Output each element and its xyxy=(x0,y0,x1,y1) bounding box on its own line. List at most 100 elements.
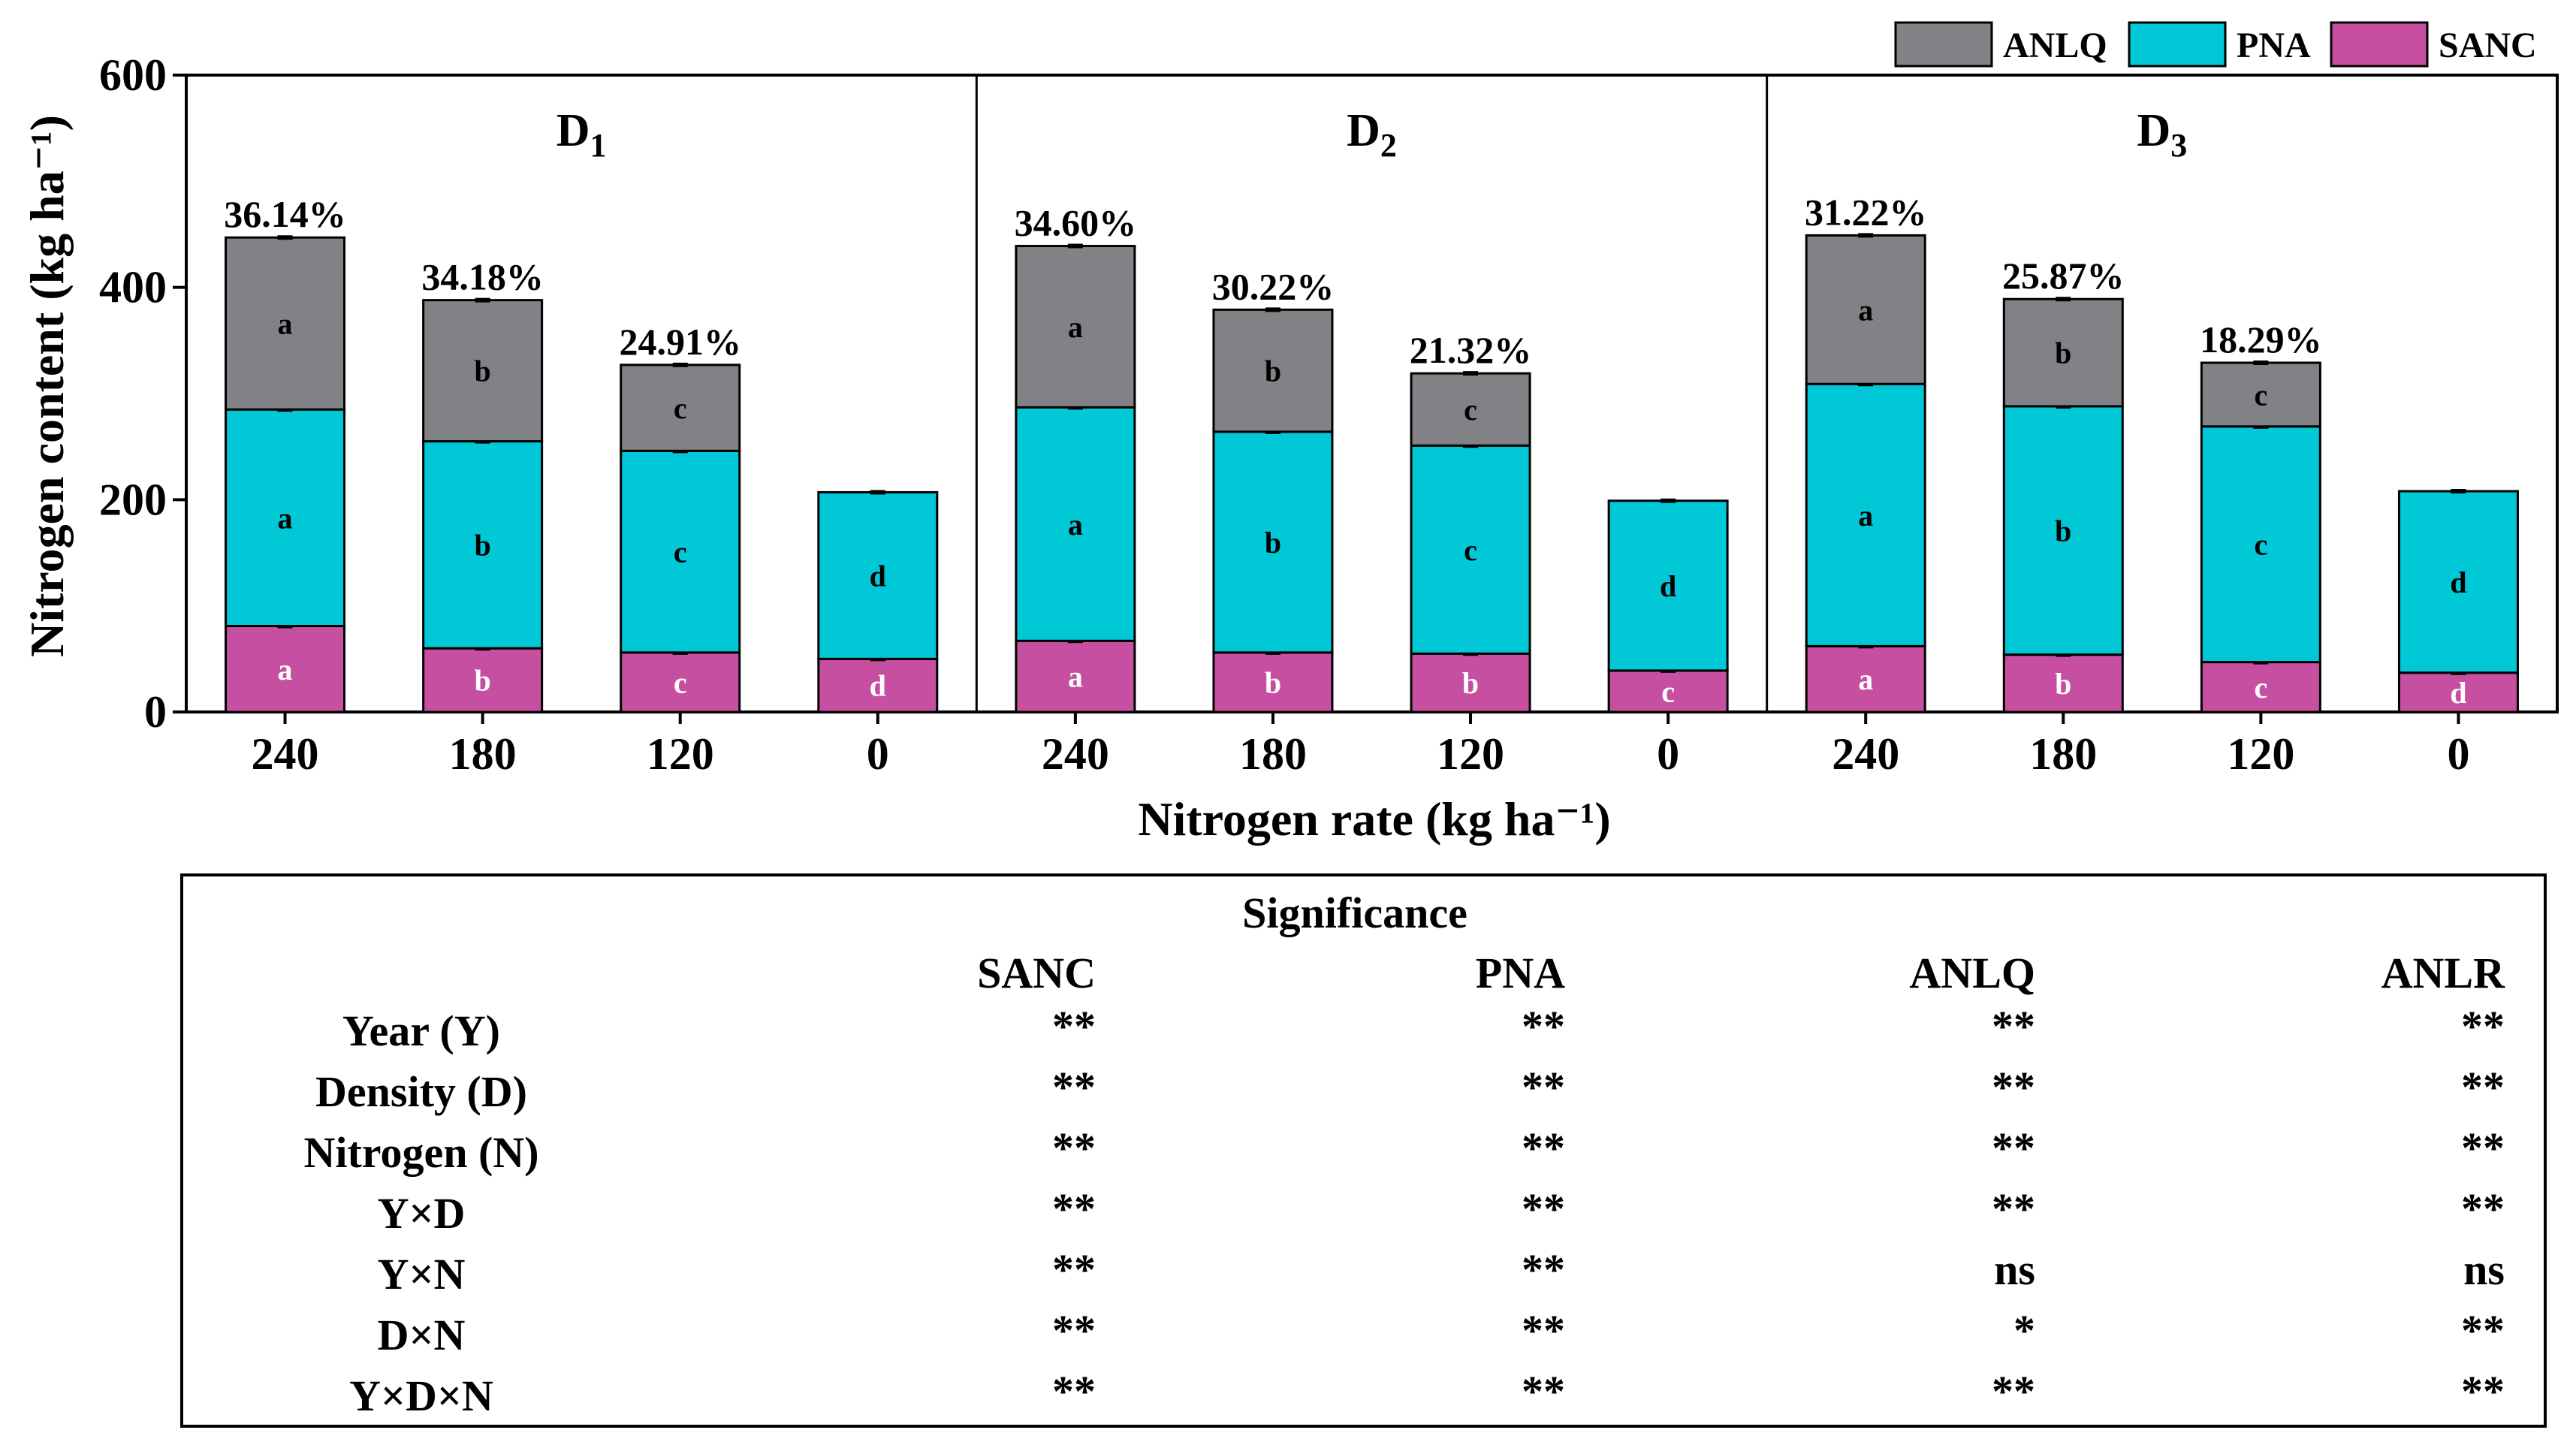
percentage-label: 25.87% xyxy=(2002,255,2125,297)
significance-letter: a xyxy=(1858,662,1873,696)
significance-letter: a xyxy=(1858,293,1873,327)
significance-value: ns xyxy=(2463,1245,2505,1294)
bar-segment-pna xyxy=(817,490,939,660)
panel-title-letter: D xyxy=(2137,105,2170,156)
bar-segment-pna xyxy=(225,408,346,628)
significance-letter: b xyxy=(475,354,491,388)
panel-title: D3 xyxy=(2137,105,2187,164)
percentage-label: 21.32% xyxy=(1410,329,1532,371)
row-label: Y×D xyxy=(377,1189,466,1238)
significance-value: ** xyxy=(1992,1124,2035,1172)
x-tick-label: 120 xyxy=(1437,729,1504,779)
bar-segment-anlq xyxy=(2002,297,2124,408)
column-header-pna: PNA xyxy=(1475,949,1565,997)
significance-letter: a xyxy=(278,653,293,686)
x-tick-label: 240 xyxy=(1832,729,1899,779)
column-header-sanc: SANC xyxy=(977,949,1096,997)
significance-value: ** xyxy=(1052,1367,1096,1416)
x-tick-label: 120 xyxy=(647,729,714,779)
significance-letter: a xyxy=(278,501,293,535)
significance-letter: c xyxy=(1661,674,1675,708)
significance-value: ** xyxy=(1052,1245,1096,1294)
row-label: Y×D×N xyxy=(349,1371,493,1420)
x-tick-label: 240 xyxy=(252,729,319,779)
panel-title: D2 xyxy=(1347,105,1397,164)
significance-letter: c xyxy=(1464,393,1477,427)
bar-segment-sanc xyxy=(1607,669,1729,713)
row-label: Nitrogen (N) xyxy=(303,1128,539,1177)
significance-value: ** xyxy=(1522,1245,1565,1294)
bar-segment-anlq xyxy=(620,364,741,452)
bar-segment-pna xyxy=(2002,405,2124,656)
significance-title: Significance xyxy=(1242,888,1467,937)
significance-letter: d xyxy=(870,559,886,593)
legend: ANLQ PNA SANC xyxy=(1894,21,2537,68)
significance-value: * xyxy=(2013,1306,2035,1355)
percentage-label: 34.18% xyxy=(421,256,544,298)
significance-letter: b xyxy=(1265,526,1281,560)
percentage-label: 18.29% xyxy=(2200,318,2322,360)
significance-value: ** xyxy=(1052,1002,1096,1051)
significance-letter: b xyxy=(2055,667,2071,701)
panel-title-subscript: 1 xyxy=(590,127,607,164)
y-axis-title: Nitrogen content (kg ha⁻¹) xyxy=(20,115,74,657)
row-label: Density (D) xyxy=(315,1067,527,1116)
significance-letter: c xyxy=(1464,533,1477,567)
x-tick-label: 0 xyxy=(2447,729,2469,779)
x-tick-label: 180 xyxy=(449,729,517,779)
x-tick-label: 240 xyxy=(1042,729,1109,779)
bar-segment-pna xyxy=(1212,430,1334,654)
bar-segment-sanc xyxy=(2002,653,2124,713)
legend-label-pna: PNA xyxy=(2237,26,2311,65)
bar-segment-sanc xyxy=(1015,639,1136,713)
significance-value: ** xyxy=(1052,1306,1096,1355)
bar-segment-anlq xyxy=(2200,361,2321,428)
significance-value: ** xyxy=(1052,1063,1096,1112)
significance-value: ** xyxy=(1992,1063,2035,1112)
significance-letter: b xyxy=(1462,666,1479,700)
bar-segment-sanc xyxy=(1805,644,1926,713)
legend-label-anlq: ANLQ xyxy=(2003,26,2107,65)
significance-letter: b xyxy=(2055,514,2071,548)
significance-value: ** xyxy=(2461,1306,2505,1355)
significance-value: ** xyxy=(2461,1124,2505,1172)
significance-letter: b xyxy=(2055,336,2071,370)
significance-letter: b xyxy=(1265,354,1281,388)
significance-value: ** xyxy=(1522,1063,1565,1112)
legend-label-sanc: SANC xyxy=(2439,26,2537,65)
significance-value: ** xyxy=(1522,1002,1565,1051)
significance-value: ** xyxy=(1522,1184,1565,1233)
significance-letter: a xyxy=(1858,499,1873,532)
row-label: D×N xyxy=(377,1311,466,1359)
percentage-label: 24.91% xyxy=(619,321,741,363)
x-tick-label: 0 xyxy=(867,729,889,779)
bar-segment-pna xyxy=(1015,406,1136,642)
percentage-label: 36.14% xyxy=(224,193,346,235)
significance-letter: c xyxy=(674,535,687,569)
significance-letter: c xyxy=(2254,528,2267,562)
y-tick-label: 200 xyxy=(99,475,167,524)
bar-segment-pna xyxy=(1410,444,1531,655)
y-tick-label: 600 xyxy=(99,50,167,100)
significance-value: ** xyxy=(2461,1184,2505,1233)
significance-value: ** xyxy=(1992,1367,2035,1416)
significance-letter: d xyxy=(1660,569,1676,603)
significance-value: ** xyxy=(1522,1124,1565,1172)
y-tick-label: 0 xyxy=(144,687,167,737)
x-tick-label: 180 xyxy=(2029,729,2097,779)
significance-letter: b xyxy=(475,664,491,698)
significance-value: ** xyxy=(2461,1367,2505,1416)
bar-segment-pna xyxy=(1805,382,1926,647)
significance-value: ** xyxy=(1052,1184,1096,1233)
percentage-label: 34.60% xyxy=(1015,202,1137,244)
significance-table: Significance SANC PNA ANLQ ANLR Year (Y) ** *… xyxy=(180,873,2547,1428)
significance-letter: c xyxy=(674,665,687,699)
significance-letter: c xyxy=(2254,671,2267,704)
x-tick-label: 120 xyxy=(2227,729,2294,779)
bar-segment-anlq xyxy=(1015,245,1136,409)
legend-swatch-sanc xyxy=(2330,21,2429,68)
bar-segment-pna xyxy=(2397,490,2519,674)
significance-letter: d xyxy=(870,669,886,703)
legend-swatch-anlq xyxy=(1894,21,1993,68)
column-header-anlr: ANLR xyxy=(2381,949,2505,997)
